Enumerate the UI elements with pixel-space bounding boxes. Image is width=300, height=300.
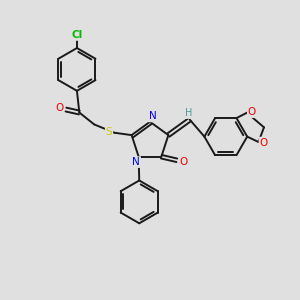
Text: N: N [132,157,140,167]
Text: S: S [106,127,112,137]
Text: O: O [179,157,188,167]
Text: O: O [248,107,256,117]
Text: O: O [55,103,63,113]
Text: O: O [260,138,268,148]
Text: Cl: Cl [71,30,82,40]
Text: N: N [148,111,156,122]
Text: H: H [185,108,193,118]
